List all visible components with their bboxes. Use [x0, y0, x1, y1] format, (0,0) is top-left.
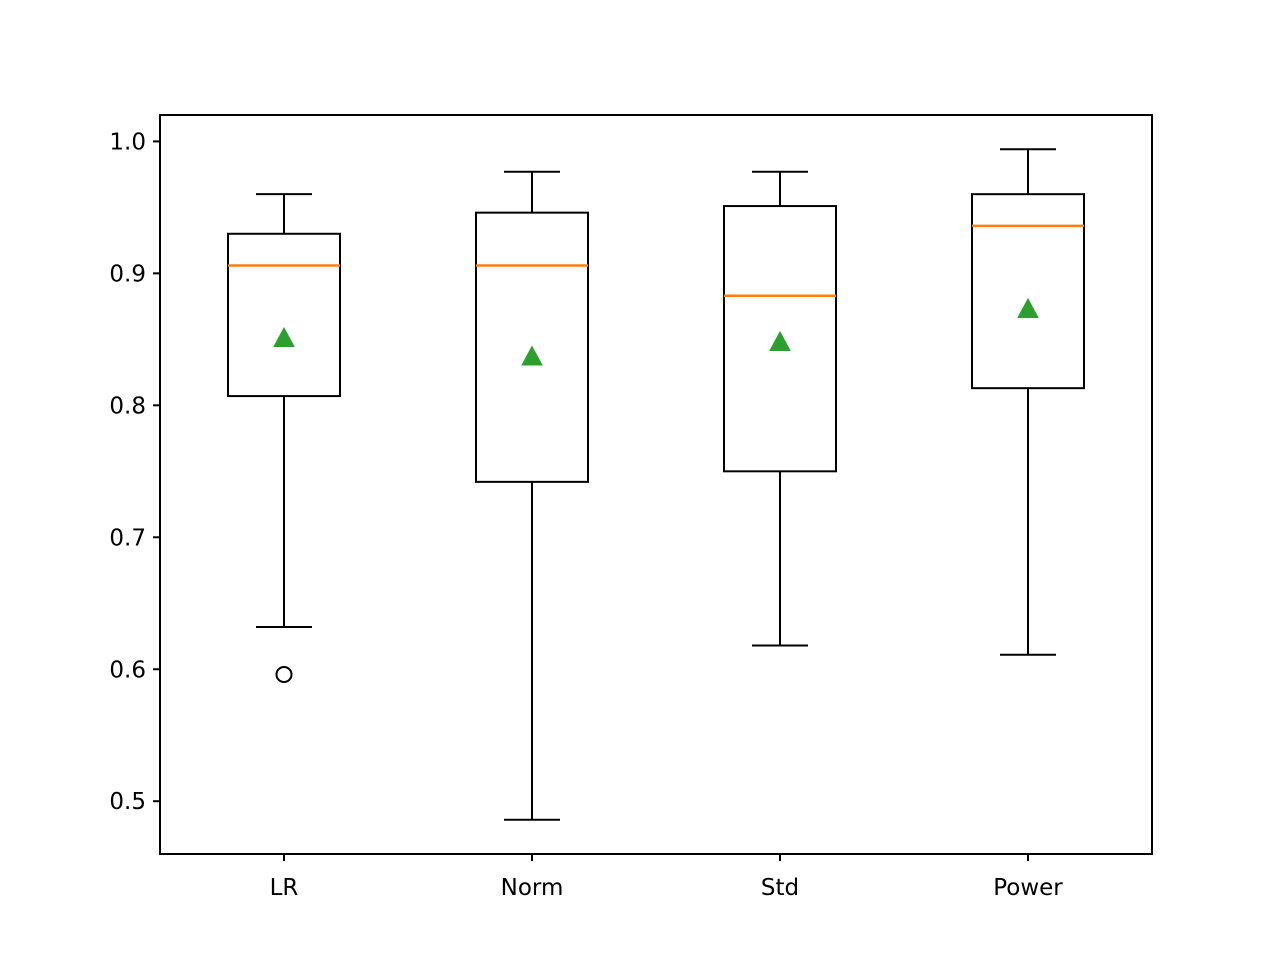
y-axis: 0.5 0.6 0.7 0.8 0.9 1.0: [109, 129, 160, 815]
box-group: [227, 193, 341, 684]
box-group: [475, 170, 589, 821]
y-tick-label: 0.7: [109, 525, 146, 551]
y-tick-label: 0.9: [109, 261, 146, 287]
x-tick-label: Power: [993, 875, 1063, 901]
mean-marker: [521, 345, 543, 366]
y-tick-label: 0.5: [109, 789, 146, 815]
box-iqr: [723, 205, 837, 473]
box-group: [971, 148, 1085, 656]
plot-area: [227, 148, 1085, 821]
mean-marker: [769, 330, 791, 351]
x-tick-label: LR: [270, 875, 299, 901]
box-iqr: [475, 211, 589, 483]
box-group: [723, 170, 837, 647]
x-tick-label: Norm: [501, 875, 564, 901]
x-axis: LR Norm Std Power: [270, 854, 1063, 901]
axes-frame: [159, 114, 1153, 855]
mean-marker: [1017, 297, 1039, 318]
mean-marker: [273, 326, 295, 348]
box-iqr: [971, 193, 1085, 390]
box-iqr: [227, 232, 341, 398]
x-tick-label: Std: [761, 875, 799, 901]
y-tick-label: 1.0: [109, 129, 146, 155]
y-tick-label: 0.8: [109, 393, 146, 419]
y-tick-label: 0.6: [109, 657, 146, 683]
outlier-point: [275, 666, 293, 684]
